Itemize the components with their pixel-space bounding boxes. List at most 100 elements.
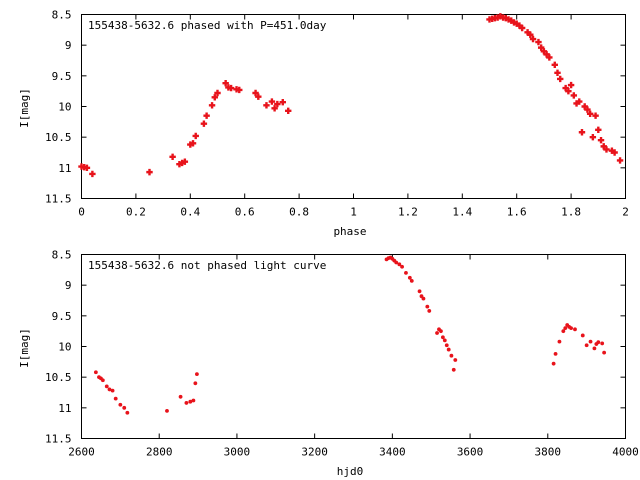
- unphased-data-point: [444, 343, 449, 348]
- phased-data-point: [83, 164, 91, 172]
- phased-data-point: [586, 110, 594, 118]
- phased-data-point: [554, 69, 561, 76]
- phased-data-point: [557, 75, 564, 83]
- unphased-data-point: [100, 378, 105, 383]
- phased-data-point: [584, 106, 591, 113]
- unphased-x-axis: 2600 2800 3000 3200 3400 3600 3800 4000: [68, 254, 639, 459]
- phased-x-tick-label: 0: [78, 206, 85, 219]
- phased-x-tick-label: 1.8: [561, 206, 581, 219]
- phased-data-point: [529, 35, 537, 43]
- unphased-data-point: [584, 343, 589, 348]
- unphased-data-point: [451, 367, 456, 372]
- unphased-y-tick-label: 8.5: [52, 249, 72, 262]
- phased-data-point: [551, 61, 558, 68]
- unphased-data-point: [178, 394, 183, 399]
- unphased-x-tick-label: 3400: [379, 446, 406, 459]
- unphased-data-point: [596, 340, 601, 345]
- unphased-data-point: [561, 329, 566, 334]
- phased-x-axis-label: phase: [333, 225, 366, 238]
- unphased-data-point: [551, 361, 556, 366]
- phased-data-point: [169, 153, 176, 160]
- unphased-x-axis-label: hjd0: [337, 465, 364, 478]
- unphased-data-point: [104, 384, 109, 389]
- phased-y-tick-label: 9.5: [52, 70, 72, 83]
- unphased-y-tick-label: 9.5: [52, 310, 72, 323]
- phased-data-point: [527, 31, 534, 38]
- unphased-data-point: [439, 329, 443, 334]
- unphased-chart-title: 155438-5632.6 not phased light curve: [88, 259, 326, 272]
- phased-x-tick-label: 0.8: [289, 206, 309, 219]
- unphased-y-axis-label: I[mag]: [18, 328, 31, 368]
- phased-x-tick-label: 0.6: [235, 206, 255, 219]
- phased-data-point: [268, 98, 276, 105]
- phased-y-tick-label: 10.5: [45, 131, 72, 144]
- phased-data-point: [203, 112, 210, 119]
- unphased-y-tick-label: 11.5: [45, 433, 72, 446]
- phased-y-tick-label: 8.5: [52, 9, 72, 22]
- unphased-x-tick-label: 2600: [68, 446, 95, 459]
- phased-data-point: [516, 22, 523, 29]
- phased-data-point: [505, 16, 512, 23]
- phased-x-tick-label: 1.6: [507, 206, 527, 219]
- unphased-data-point: [417, 289, 422, 294]
- phased-x-tick-label: 0.4: [180, 206, 200, 219]
- unphased-data-point: [188, 399, 193, 404]
- phased-data-point: [211, 94, 218, 101]
- phased-x-tick-label: 1.4: [452, 206, 472, 219]
- unphased-data-point: [600, 341, 605, 346]
- unphased-data-point: [407, 275, 412, 280]
- phased-data-point: [176, 160, 183, 168]
- unphased-light-curve-panel: 2600 2800 3000 3200 3400 3600 3800 4000 8.5 9 9.5…: [18, 249, 639, 479]
- phased-data-point: [513, 20, 520, 27]
- unphased-data-point: [400, 264, 404, 269]
- unphased-data-point: [425, 304, 430, 309]
- phased-data-point: [546, 54, 553, 61]
- unphased-data-point: [404, 271, 408, 275]
- phased-data-point: [524, 29, 531, 36]
- unphased-data-point: [394, 260, 399, 265]
- unphased-data-point: [442, 338, 447, 343]
- unphased-data-point: [110, 388, 115, 393]
- phased-data-point: [200, 120, 208, 127]
- phased-data-point: [178, 159, 186, 167]
- unphased-y-axis: 8.5 9 9.5 10 10.5 11 11.5: [45, 249, 626, 446]
- unphased-data-point: [118, 402, 123, 407]
- unphased-data-point: [195, 372, 199, 376]
- unphased-data-point: [449, 353, 454, 358]
- phased-data-point: [581, 103, 588, 110]
- phased-data-point: [285, 107, 292, 114]
- unphased-data-point: [122, 405, 127, 410]
- phased-data-point: [263, 102, 270, 109]
- phased-y-axis-label: I[mag]: [18, 88, 31, 128]
- unphased-y-tick-label: 9: [65, 279, 72, 292]
- unphased-data-point: [602, 350, 607, 355]
- phased-data-point: [189, 140, 197, 147]
- phased-data-point: [608, 147, 616, 154]
- phased-data-point: [616, 157, 624, 164]
- unphased-data-point: [191, 398, 196, 403]
- unphased-data-point: [592, 346, 597, 351]
- phased-chart-title: 155438-5632.6 phased with P=451.0day: [88, 19, 327, 32]
- phased-data-point: [192, 132, 199, 140]
- unphased-data-point: [184, 401, 189, 405]
- unphased-data-point: [165, 409, 169, 413]
- unphased-x-tick-label: 4000: [612, 446, 639, 459]
- unphased-plot-frame: [81, 254, 626, 439]
- unphased-data-point: [125, 410, 130, 415]
- phased-data-points: [78, 13, 624, 178]
- phased-data-point: [540, 48, 548, 55]
- phased-y-tick-label: 11.5: [45, 193, 72, 206]
- phased-data-point: [562, 84, 569, 92]
- unphased-data-point: [453, 358, 458, 362]
- unphased-data-point: [435, 331, 439, 335]
- unphased-data-point: [557, 339, 562, 344]
- phased-data-point: [592, 112, 599, 119]
- phased-y-tick-label: 10: [58, 101, 71, 114]
- unphased-data-point: [107, 387, 112, 392]
- phased-x-tick-label: 1: [350, 206, 357, 219]
- phased-data-point: [497, 13, 504, 20]
- phased-data-point: [255, 93, 262, 100]
- phased-y-tick-label: 9: [65, 39, 72, 52]
- unphased-data-point: [563, 326, 568, 330]
